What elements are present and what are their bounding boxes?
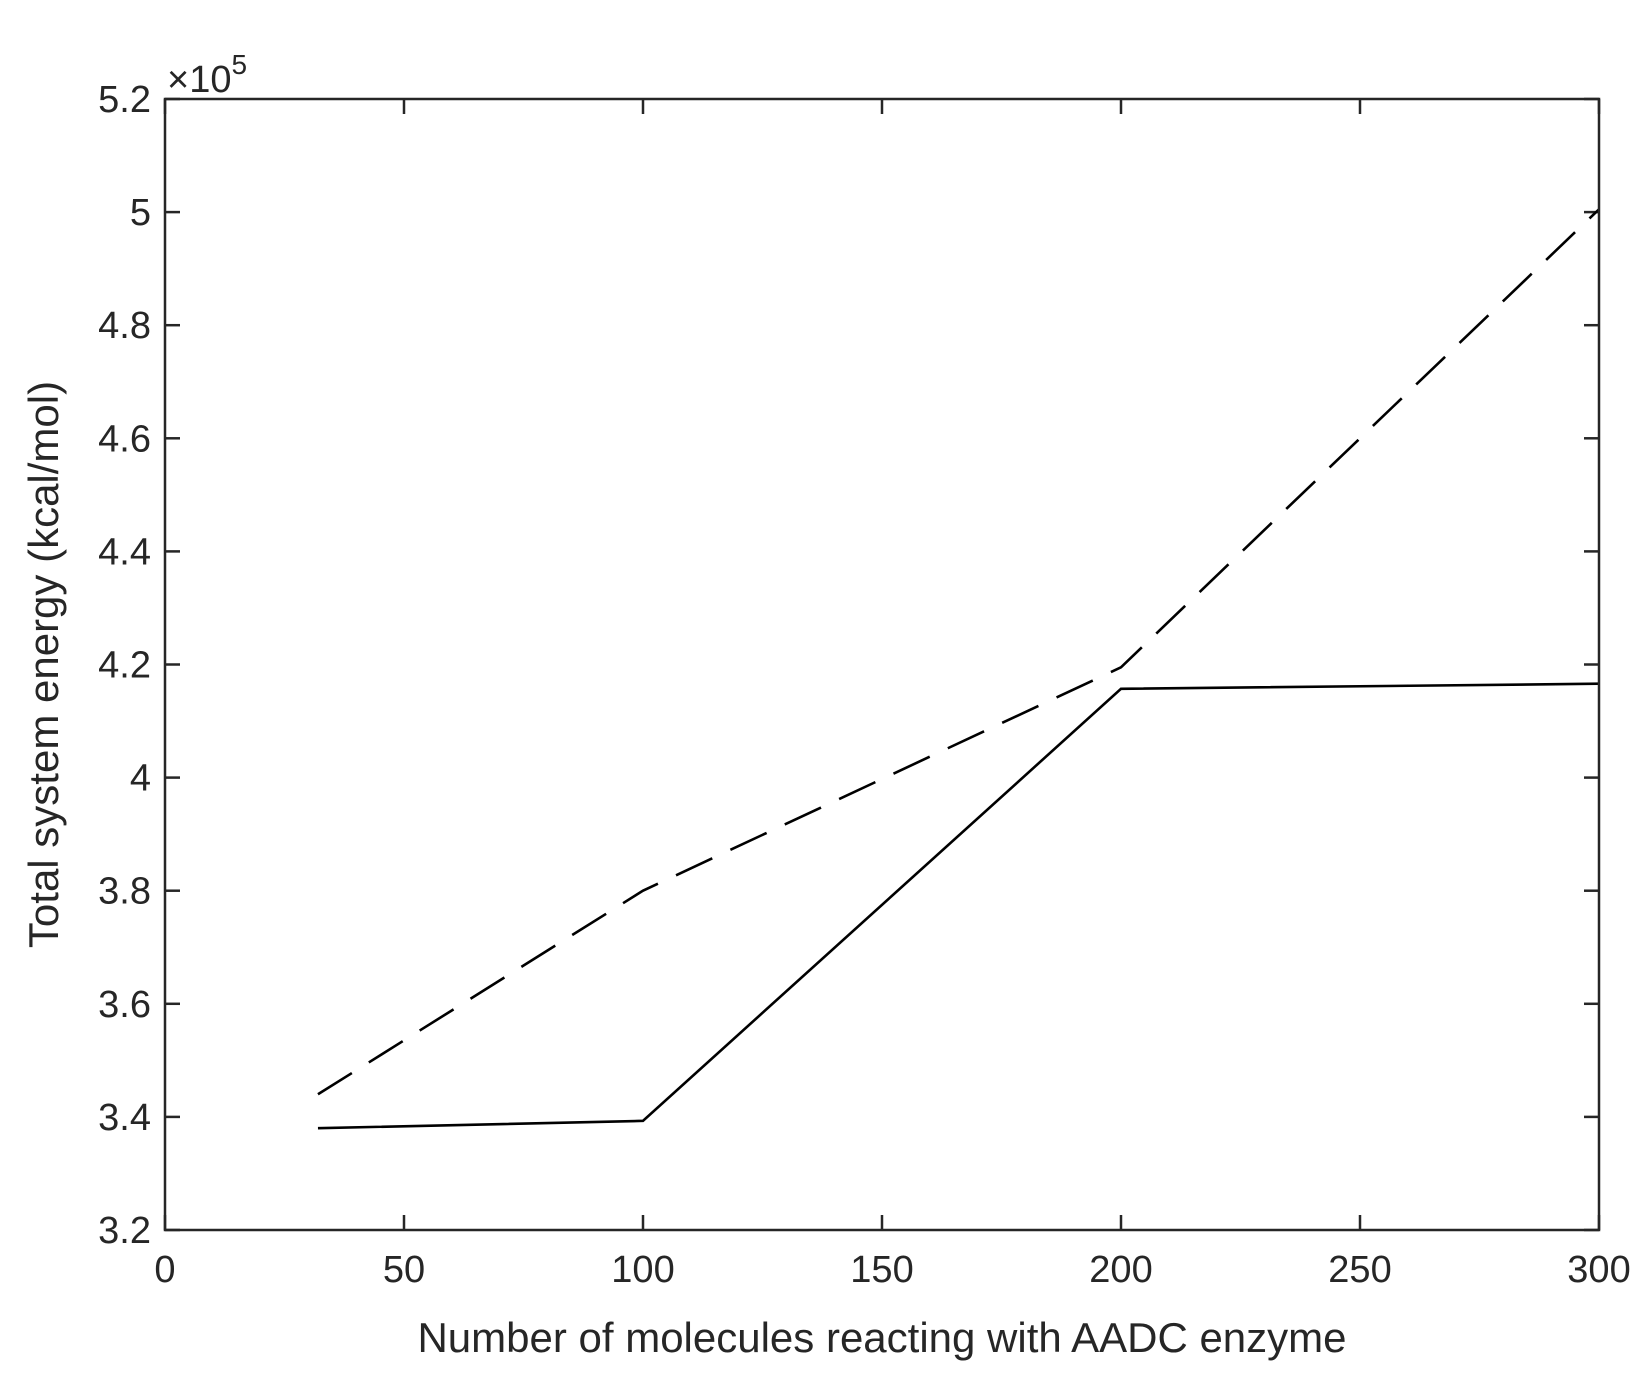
x-tick-label: 300 [1567, 1249, 1630, 1291]
series-layer [317, 208, 1600, 1130]
y-axis-exponent-multiplier: ×105 [167, 49, 247, 101]
y-tick-label: 4.6 [98, 418, 151, 460]
y-tick-label: 5 [130, 192, 151, 234]
y-tick-label: 3.6 [98, 984, 151, 1026]
plot-area-frame [163, 97, 1601, 1232]
y-axis-title: Total system energy (kcal/mol) [20, 381, 67, 948]
y-tick-label: 4.8 [98, 305, 151, 347]
y-tick-label: 4.4 [98, 531, 151, 573]
y-tick-labels: 3.2 3.4 3.6 3.8 4 4.2 4.4 4.6 4.8 5 5.2 [98, 79, 151, 1252]
y-tick-label: 3.8 [98, 871, 151, 913]
x-tick-label: 100 [611, 1249, 674, 1291]
y-tick-label: 4.2 [98, 645, 151, 687]
x-tick-label: 200 [1089, 1249, 1152, 1291]
y-tick-label: 4 [130, 758, 151, 800]
x-tick-label: 250 [1328, 1249, 1391, 1291]
exponent-base: ×10 [167, 59, 231, 101]
x-tick-label: 150 [850, 1249, 913, 1291]
exponent-power: 5 [231, 49, 247, 80]
x-tick-label: 0 [154, 1249, 175, 1291]
x-tick-label: 50 [383, 1249, 425, 1291]
y-tick-label: 5.2 [98, 79, 151, 121]
solid-series-line [317, 682, 1600, 1130]
dashed-series-line [317, 208, 1600, 1096]
x-axis-title: Number of molecules reacting with AADC e… [417, 1314, 1346, 1361]
y-tick-label: 3.4 [98, 1097, 151, 1139]
x-tick-labels: 0 50 100 150 200 250 300 [154, 1249, 1630, 1291]
y-tick-label: 3.2 [98, 1210, 151, 1252]
